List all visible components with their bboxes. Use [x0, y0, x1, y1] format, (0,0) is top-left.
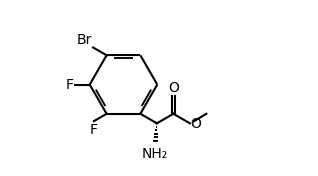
- Text: F: F: [90, 123, 98, 137]
- Text: Br: Br: [77, 33, 92, 47]
- Text: O: O: [191, 117, 202, 131]
- Text: NH₂: NH₂: [142, 147, 168, 161]
- Text: O: O: [168, 81, 179, 95]
- Text: F: F: [66, 78, 74, 92]
